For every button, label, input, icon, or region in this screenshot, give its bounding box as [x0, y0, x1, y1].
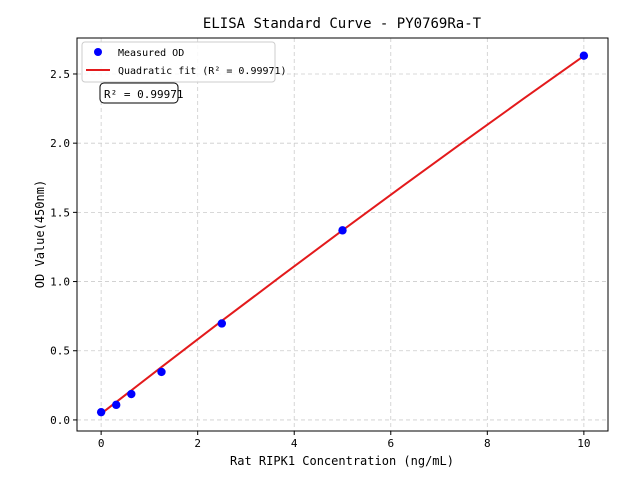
- data-point: [579, 51, 589, 60]
- data-point: [96, 407, 106, 417]
- r2-annotation-text: R² = 0.99971: [104, 88, 183, 101]
- y-tick-label: 0.0: [50, 414, 70, 427]
- x-tick-label: 4: [291, 437, 298, 450]
- legend-marker-measured: [94, 48, 102, 56]
- ticks: 0 2 4 6 8 10 0.0 0.5 1.0 1.5 2.0 2.5: [50, 68, 590, 450]
- data-point: [112, 400, 121, 410]
- chart-title: ELISA Standard Curve - PY0769Ra-T: [203, 16, 482, 32]
- y-tick-label: 2.0: [50, 137, 70, 150]
- x-tick-label: 8: [484, 437, 491, 450]
- y-tick-label: 0.5: [50, 345, 70, 358]
- y-tick-label: 1.5: [50, 206, 70, 219]
- data-point: [217, 319, 227, 328]
- x-axis-label: Rat RIPK1 Concentration (ng/mL): [230, 454, 454, 468]
- data-point: [127, 389, 136, 399]
- points-group: [96, 51, 589, 417]
- legend-label-fit: Quadratic fit (R² = 0.99971): [118, 66, 287, 77]
- y-tick-label: 1.0: [50, 276, 70, 289]
- legend: Measured OD Quadratic fit (R² = 0.99971): [81, 41, 287, 83]
- fit-line-group: [100, 55, 585, 415]
- r2-annotation: R² = 0.99971: [99, 82, 183, 104]
- legend-label-measured: Measured OD: [118, 48, 184, 59]
- y-axis-label: OD Value(450nm): [33, 180, 47, 288]
- x-tick-label: 10: [577, 437, 590, 450]
- plot-frame: [76, 37, 609, 432]
- data-point: [157, 367, 166, 377]
- grid: [77, 38, 608, 431]
- x-tick-label: 6: [387, 437, 394, 450]
- y-tick-label: 2.5: [50, 68, 70, 81]
- x-tick-label: 2: [194, 437, 201, 450]
- data-point: [338, 226, 347, 235]
- x-tick-label: 0: [98, 437, 105, 450]
- fit-line: [100, 55, 585, 415]
